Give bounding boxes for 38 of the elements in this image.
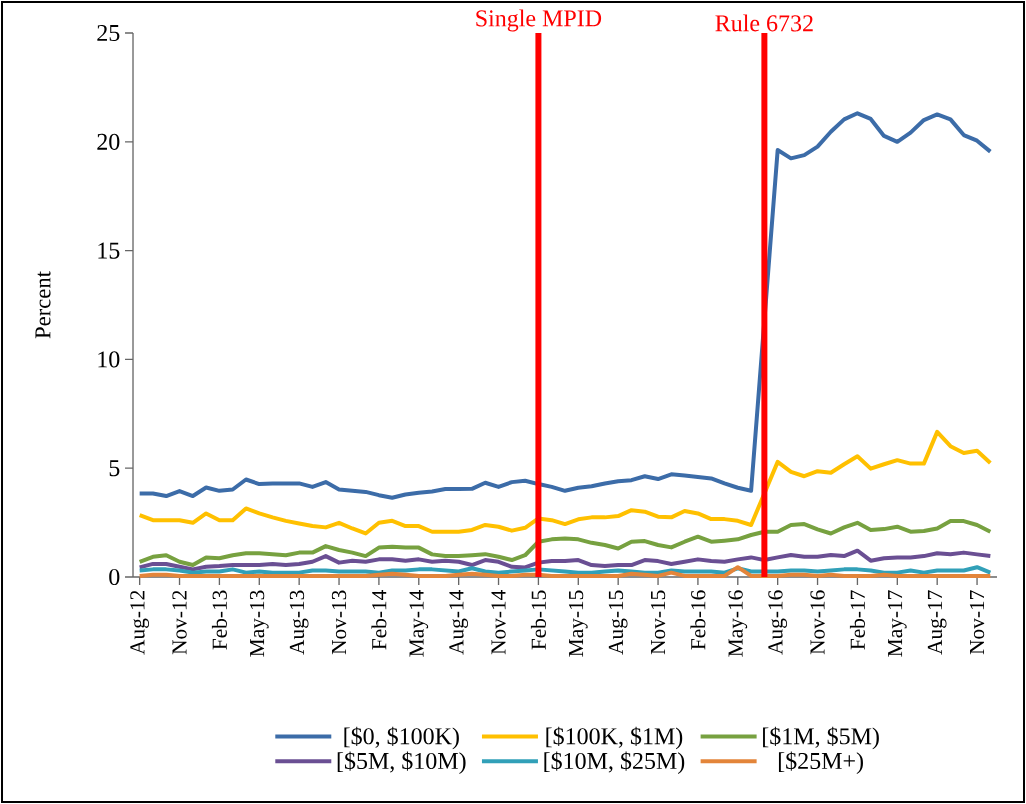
y-tick-label: 20 [97,133,120,150]
y-tick-label: 0 [109,568,120,586]
x-tick-label: Aug-12 [130,590,150,655]
y-tick-label: 15 [98,242,120,259]
x-tick-label: Feb-16 [690,590,706,650]
x-tick-label: Feb-13 [211,590,227,650]
x-tick-label: Aug-16 [768,590,788,655]
x-tick-label: Aug-17 [927,590,947,655]
legend-label: [$25M+) [778,751,863,774]
x-tick-label: May-17 [887,590,907,657]
line-series [137,519,993,568]
legend-label: [$5M, $10M) [337,751,466,774]
x-tick-label: Aug-15 [608,590,628,655]
x-tick-label: Nov-16 [810,590,825,655]
x-tick-label: Feb-14 [371,590,387,650]
x-tick-label: Nov-15 [650,590,666,655]
y-tick-label: 25 [97,24,120,42]
legend-label: [$0, $100K) [344,726,459,750]
x-tick-label: Nov-17 [969,590,985,655]
y-axis-title: Percent [35,271,51,339]
x-tick-label: May-13 [249,590,269,657]
legend-label: [$100K, $1M) [546,726,683,750]
x-tick-label: May-14 [409,590,429,657]
x-tick-label: Feb-17 [849,590,865,650]
x-tick-label: Feb-15 [530,590,546,650]
legend-label: [$1M, $5M) [763,726,879,750]
ref-line-label: Single MPID [476,9,602,32]
x-tick-label: May-15 [568,590,588,657]
x-tick-label: May-16 [728,590,748,657]
x-tick-label: Nov-14 [491,590,506,655]
ref-line-label: Rule 6732 [715,14,813,32]
y-tick-label: 10 [98,351,120,368]
x-tick-label: Nov-13 [331,590,347,655]
legend-label: [$10M, $25M) [544,751,685,774]
y-tick-label: 5 [109,460,120,477]
x-tick-label: Nov-12 [172,590,187,655]
x-tick-label: Aug-13 [289,590,309,655]
x-tick-label: Aug-14 [449,590,468,655]
